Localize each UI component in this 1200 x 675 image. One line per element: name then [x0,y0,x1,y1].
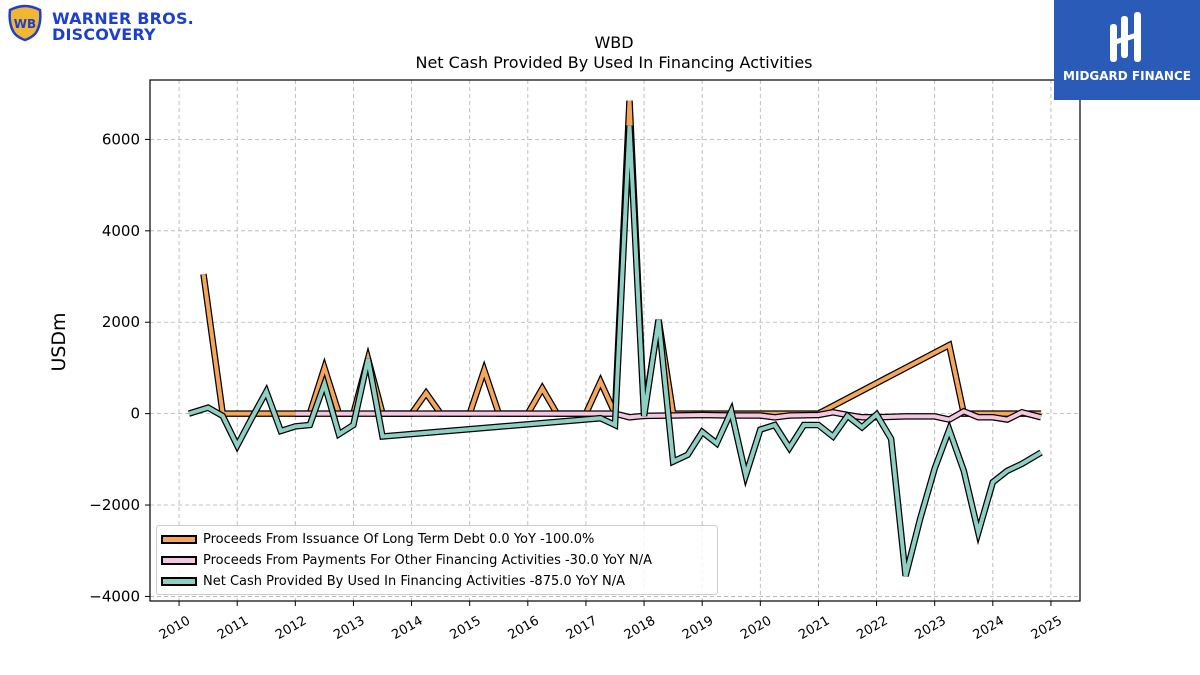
legend-swatch-long-term-debt [161,534,197,544]
brand-right-name: MIDGARD FINANCE [1063,69,1191,83]
legend-label-long-term-debt: Proceeds From Issuance Of Long Term Debt… [203,531,595,547]
x-tick-label: 2020 [738,613,774,643]
midgard-logo-icon [1110,12,1141,62]
x-tick-label: 2022 [854,613,890,643]
legend-swatch-other-financing [161,555,197,565]
brand-left-line1: WARNER BROS. [52,9,194,28]
x-tick-label: 2021 [796,613,832,643]
legend-swatch-net-cash [161,576,197,586]
legend-item-long-term-debt: Proceeds From Issuance Of Long Term Debt… [161,530,594,548]
plot-frame [149,79,1081,602]
y-tick-label: 2000 [102,313,140,331]
wb-shield-icon: WB [8,4,42,42]
y-axis-label: USDm [48,312,70,371]
y-tick-label: 6000 [102,130,140,148]
series-1 [295,407,1042,424]
legend-item-other-financing: Proceeds From Payments For Other Financi… [161,551,652,569]
svg-text:WB: WB [14,17,36,31]
y-tick-label: 4000 [102,222,140,240]
warner-bros-discovery-logo: WB WARNER BROS. DISCOVERY [6,4,206,44]
x-tick-label: 2017 [564,613,600,643]
y-tick-label: 0 [130,405,140,423]
legend-label-other-financing: Proceeds From Payments For Other Financi… [203,552,652,568]
x-tick-label: 2019 [680,613,716,643]
chart-title: WBD [594,33,633,52]
x-tick-label: 2012 [273,613,309,643]
x-tick-label: 2013 [331,613,367,643]
x-tick-label: 2025 [1029,613,1065,643]
brand-left-line2: DISCOVERY [52,25,156,44]
x-tick-label: 2016 [506,613,542,643]
midgard-finance-logo: MIDGARD FINANCE [1054,0,1200,100]
y-tick-label: −4000 [89,587,140,605]
x-axis-ticks: 2010 2011 2012 2013 2014 2015 2016 2017 2018 2019… [157,601,1065,643]
x-tick-label: 2024 [971,613,1007,643]
grid-lines [150,80,1080,601]
series-line [188,125,1043,577]
x-tick-label: 2018 [622,613,658,643]
x-tick-label: 2023 [913,613,949,643]
legend-item-net-cash: Net Cash Provided By Used In Financing A… [161,572,625,590]
x-tick-label: 2011 [215,613,251,643]
chart-subtitle: Net Cash Provided By Used In Financing A… [415,53,812,72]
x-tick-label: 2015 [448,613,484,643]
series-2 [187,125,1043,577]
chart-legend: Proceeds From Issuance Of Long Term Debt… [156,525,718,595]
y-tick-label: −2000 [89,496,140,514]
x-tick-label: 2010 [157,613,193,643]
series-line [295,409,1042,422]
series-lines [187,100,1043,577]
x-tick-label: 2014 [389,613,425,643]
y-axis-ticks: −4000 −2000 0 2000 4000 6000 [89,130,150,605]
legend-label-net-cash: Net Cash Provided By Used In Financing A… [203,573,626,589]
